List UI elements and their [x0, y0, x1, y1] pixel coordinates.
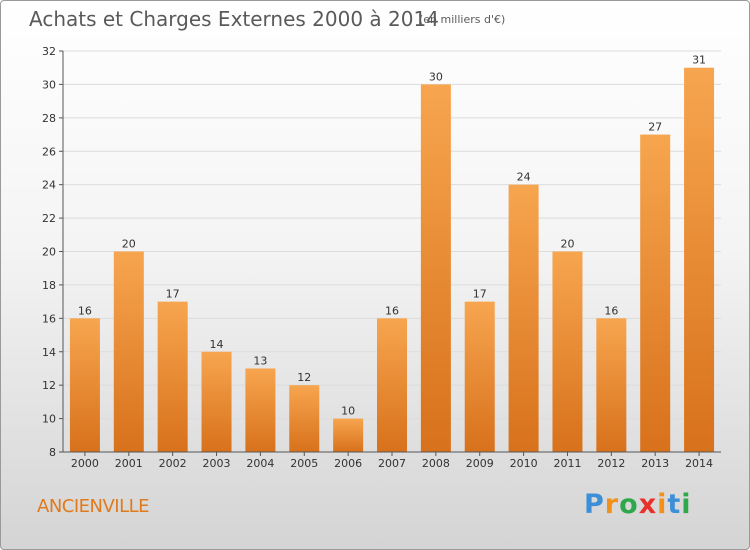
- logo-letter: x: [638, 489, 658, 520]
- chart-subtitle: (en milliers d'€): [419, 13, 506, 26]
- bar: [157, 301, 188, 452]
- commune-name: ANCIENVILLE: [37, 496, 150, 517]
- logo-letter: o: [619, 489, 639, 520]
- x-tick-label: 2004: [246, 457, 274, 470]
- data-label: 27: [648, 121, 662, 134]
- bar: [333, 418, 364, 452]
- bar: [377, 318, 407, 452]
- bar: [640, 134, 671, 452]
- data-label: 16: [78, 304, 92, 317]
- y-tick-label: 22: [42, 212, 56, 225]
- x-tick-label: 2006: [334, 457, 362, 470]
- data-label: 13: [253, 354, 267, 367]
- y-tick-label: 12: [42, 379, 56, 392]
- data-label: 16: [604, 304, 618, 317]
- bar: [289, 385, 320, 452]
- bar: [596, 318, 627, 452]
- logo-letter: i: [681, 489, 692, 520]
- x-tick-label: 2002: [159, 457, 187, 470]
- y-tick-label: 32: [42, 45, 56, 58]
- bar: [420, 84, 451, 453]
- chart-title: Achats et Charges Externes 2000 à 2014: [29, 7, 439, 31]
- x-tick-label: 2005: [290, 457, 318, 470]
- x-tick-label: 2013: [641, 457, 669, 470]
- x-tick-label: 2003: [203, 457, 231, 470]
- y-tick-label: 20: [42, 246, 56, 259]
- data-label: 20: [560, 238, 574, 251]
- x-tick-label: 2000: [71, 457, 99, 470]
- y-tick-label: 18: [42, 279, 56, 292]
- data-label: 12: [297, 371, 311, 384]
- x-tick-label: 2007: [378, 457, 406, 470]
- y-tick-label: 26: [42, 145, 56, 158]
- logo-letter: P: [584, 489, 605, 520]
- bar: [464, 301, 495, 452]
- data-label: 14: [210, 338, 224, 351]
- proxiti-logo: Proxiti: [584, 489, 692, 520]
- y-tick-label: 30: [42, 78, 56, 91]
- bar: [245, 368, 276, 452]
- bar: [508, 184, 539, 452]
- bars: 16 20 17 14 13 12 10 16 30 17 24 20 16 27 31: [69, 54, 715, 453]
- x-tick-label: 2009: [466, 457, 494, 470]
- x-tick-label: 2008: [422, 457, 450, 470]
- bar: [69, 318, 100, 452]
- bar: [201, 351, 232, 452]
- data-label: 30: [429, 70, 443, 83]
- y-tick-label: 24: [42, 179, 56, 192]
- logo-letter: i: [657, 489, 668, 520]
- y-tick-label: 10: [42, 413, 56, 426]
- data-label: 16: [385, 304, 399, 317]
- x-tick-label: 2012: [597, 457, 625, 470]
- bar: [552, 251, 583, 452]
- bar: [684, 67, 715, 452]
- bar: [113, 251, 144, 452]
- y-tick-label: 28: [42, 112, 56, 125]
- axes: 8 10 12 14 16 18 20 22 24 26 28 30 32 2000 2001 2002 200…: [42, 45, 721, 470]
- data-label: 17: [166, 288, 180, 301]
- data-label: 10: [341, 405, 355, 418]
- data-label: 24: [517, 171, 531, 184]
- logo-letter: r: [604, 489, 620, 520]
- x-tick-label: 2014: [685, 457, 713, 470]
- logo-letter: t: [667, 489, 682, 520]
- data-label: 17: [473, 288, 487, 301]
- x-tick-label: 2001: [115, 457, 143, 470]
- data-label: 31: [692, 54, 706, 67]
- y-tick-label: 8: [49, 446, 56, 459]
- data-label: 20: [122, 238, 136, 251]
- y-tick-label: 16: [42, 312, 56, 325]
- x-tick-label: 2011: [553, 457, 581, 470]
- x-tick-label: 2010: [510, 457, 538, 470]
- y-tick-label: 14: [42, 346, 56, 359]
